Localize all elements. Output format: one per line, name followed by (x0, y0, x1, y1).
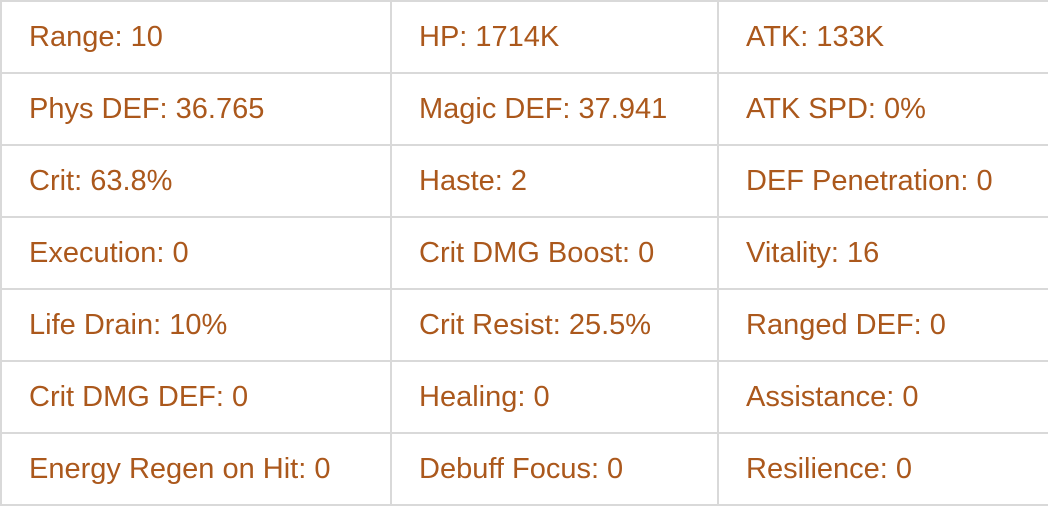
stat-cell-haste: Haste: 2 (390, 144, 719, 218)
stat-cell-energy-regen-on-hit: Energy Regen on Hit: 0 (0, 432, 392, 506)
stat-cell-phys-def: Phys DEF: 36.765 (0, 72, 392, 146)
stat-cell-execution: Execution: 0 (0, 216, 392, 290)
stat-cell-range: Range: 10 (0, 0, 392, 74)
stat-cell-ranged-def: Ranged DEF: 0 (717, 288, 1048, 362)
stat-cell-assistance: Assistance: 0 (717, 360, 1048, 434)
table-row: Range: 10 HP: 1714K ATK: 133K (0, 0, 1048, 74)
stat-cell-def-penetration: DEF Penetration: 0 (717, 144, 1048, 218)
table-row: Execution: 0 Crit DMG Boost: 0 Vitality:… (0, 216, 1048, 290)
table-row: Phys DEF: 36.765 Magic DEF: 37.941 ATK S… (0, 72, 1048, 146)
stat-cell-atk-spd: ATK SPD: 0% (717, 72, 1048, 146)
stat-cell-crit: Crit: 63.8% (0, 144, 392, 218)
table-row: Life Drain: 10% Crit Resist: 25.5% Range… (0, 288, 1048, 362)
stat-cell-crit-dmg-boost: Crit DMG Boost: 0 (390, 216, 719, 290)
stat-cell-atk: ATK: 133K (717, 0, 1048, 74)
stat-cell-crit-resist: Crit Resist: 25.5% (390, 288, 719, 362)
stat-cell-crit-dmg-def: Crit DMG DEF: 0 (0, 360, 392, 434)
stat-cell-vitality: Vitality: 16 (717, 216, 1048, 290)
table-row: Crit DMG DEF: 0 Healing: 0 Assistance: 0 (0, 360, 1048, 434)
table-row: Crit: 63.8% Haste: 2 DEF Penetration: 0 (0, 144, 1048, 218)
stat-cell-resilience: Resilience: 0 (717, 432, 1048, 506)
stat-cell-magic-def: Magic DEF: 37.941 (390, 72, 719, 146)
stat-cell-hp: HP: 1714K (390, 0, 719, 74)
stat-cell-healing: Healing: 0 (390, 360, 719, 434)
stat-cell-life-drain: Life Drain: 10% (0, 288, 392, 362)
stat-cell-debuff-focus: Debuff Focus: 0 (390, 432, 719, 506)
table-row: Energy Regen on Hit: 0 Debuff Focus: 0 R… (0, 432, 1048, 506)
